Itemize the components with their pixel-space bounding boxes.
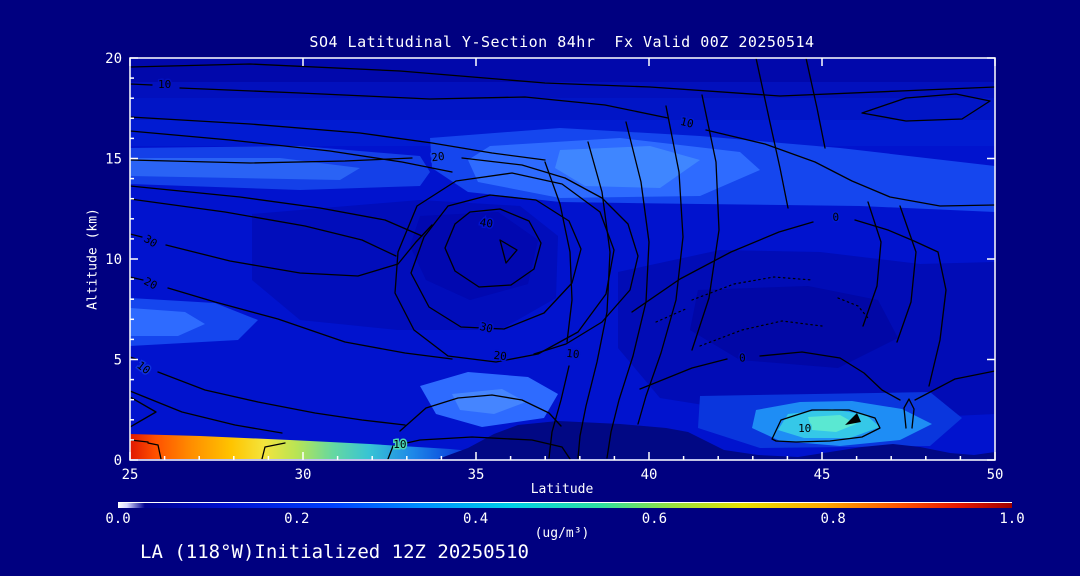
contour-value-label: 20 — [493, 349, 508, 363]
footer-init-text: LA (118°W)Initialized 12Z 20250510 — [140, 541, 529, 563]
colorbar-tick-label: 0.2 — [284, 511, 310, 527]
colorbar-tick-label: 0.6 — [641, 511, 668, 527]
contour-value-label: 10 — [798, 422, 811, 435]
filled-contour-field — [130, 58, 995, 460]
colorbar-units-label: (ug/m³) — [534, 526, 590, 541]
colorbar — [118, 502, 1012, 508]
y-tick-label: 20 — [105, 51, 122, 67]
x-tick-label: 30 — [295, 467, 312, 483]
contour-value-label: 20 — [431, 150, 446, 165]
plot-title: SO4 Latitudinal Y-Section 84hr Fx Valid … — [309, 33, 815, 51]
colorbar-tick-label: 1.0 — [999, 511, 1025, 527]
contour-value-label: 0 — [832, 211, 840, 224]
x-tick-label: 45 — [814, 467, 831, 483]
axis-ticks — [129, 57, 996, 461]
contour-value-label: 40 — [479, 216, 494, 231]
y-axis-label: Altitude (km) — [85, 208, 101, 310]
terrain-silhouette — [438, 421, 995, 459]
colorbar-tick-label: 0.0 — [105, 511, 131, 527]
x-axis-label: Latitude — [530, 482, 594, 497]
contour-value-label: 30 — [478, 320, 494, 336]
contour-value-label: 10 — [158, 78, 171, 91]
x-tick-label: 40 — [641, 467, 658, 483]
dashed-negative-contours — [655, 276, 869, 347]
axis-tick-labels: 25 30 35 40 45 50 0 5 10 15 20 — [105, 51, 1003, 483]
contour-value-label: 0 — [739, 351, 747, 364]
y-tick-label: 0 — [114, 453, 122, 469]
contour-value-label: 10 — [679, 115, 695, 131]
contour-lines-layer — [130, 58, 995, 460]
contour-value-label: 10 — [393, 438, 406, 451]
x-tick-label: 50 — [987, 467, 1004, 483]
x-tick-label: 25 — [122, 467, 139, 483]
y-tick-label: 5 — [114, 353, 122, 369]
y-tick-label: 10 — [105, 252, 122, 268]
y-tick-label: 15 — [105, 152, 122, 168]
colorbar-tick-label: 0.8 — [820, 511, 846, 527]
contour-value-label: 10 — [566, 347, 581, 361]
colorbar-tick-label: 0.4 — [462, 511, 489, 527]
x-tick-label: 35 — [468, 467, 485, 483]
